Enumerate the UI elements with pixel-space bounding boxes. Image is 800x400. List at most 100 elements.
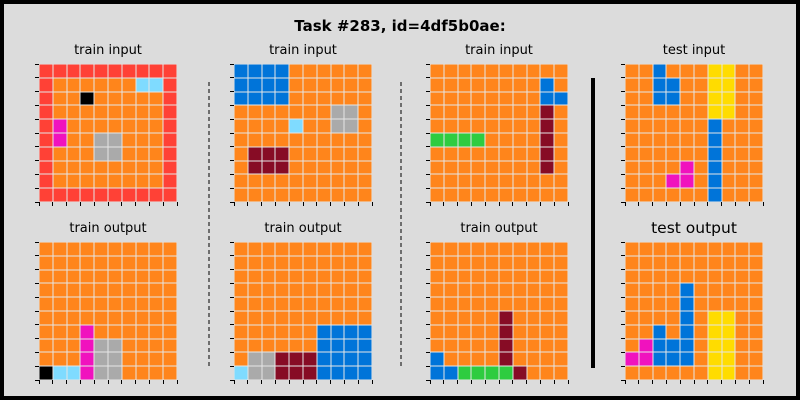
grid-cell <box>94 64 108 78</box>
grid-cell <box>485 105 499 120</box>
grid-cell <box>430 188 444 202</box>
grid-cell <box>430 255 444 270</box>
grid-cell <box>275 160 290 175</box>
grid-cell <box>512 242 527 256</box>
axis-tick <box>35 118 39 120</box>
grid-cell <box>638 283 653 298</box>
grid-cell <box>638 366 653 380</box>
grid-cell <box>485 269 499 284</box>
grid-cell <box>108 133 122 147</box>
grid-cell <box>275 324 290 339</box>
grid-cell <box>358 366 372 380</box>
grid-cell <box>358 324 372 339</box>
grid-cell <box>499 324 513 339</box>
grid-cell <box>680 366 694 380</box>
grid-cell <box>457 77 472 92</box>
grid-cell <box>135 91 150 106</box>
grid-cell <box>666 174 681 189</box>
axis-tick <box>721 380 723 384</box>
grid-cell <box>749 133 763 147</box>
axis-tick <box>665 380 667 384</box>
grid-cell <box>261 174 276 189</box>
grid-cell <box>149 105 164 120</box>
grid-cell <box>163 311 177 325</box>
axis-tick <box>261 202 263 206</box>
grid-cell <box>666 119 681 133</box>
axis-tick <box>426 173 430 175</box>
grid-cell <box>526 174 541 189</box>
axis-tick <box>343 380 345 384</box>
grid-cell <box>652 146 667 161</box>
axis-tick <box>621 132 625 134</box>
grid-cell <box>512 352 527 367</box>
grid-cell <box>735 119 750 133</box>
axis-tick <box>734 202 736 206</box>
grid-cell <box>638 338 653 353</box>
grid-cell <box>344 352 359 367</box>
grid-cell <box>554 174 568 189</box>
grid-cell <box>289 242 303 256</box>
grid-cell <box>247 324 262 339</box>
axis-tick <box>230 296 234 298</box>
grid-cell <box>330 146 345 161</box>
grid-cell <box>108 297 122 311</box>
grid-cell <box>303 366 317 380</box>
grid-cell <box>316 352 331 367</box>
grid-cell <box>52 297 67 311</box>
grid-cell <box>261 77 276 92</box>
grid-cell <box>457 188 472 202</box>
train-output-2-grid <box>234 242 372 380</box>
axis-tick <box>470 202 472 206</box>
grid-cell <box>303 188 317 202</box>
grid-cell <box>330 133 345 147</box>
grid-cell <box>540 242 555 256</box>
grid-cell <box>316 269 331 284</box>
grid-cell <box>680 283 694 298</box>
grid-cell <box>261 352 276 367</box>
grid-cell <box>303 160 317 175</box>
grid-cell <box>234 174 248 189</box>
grid-cell <box>735 77 750 92</box>
grid-cell <box>735 366 750 380</box>
axis-tick <box>35 296 39 298</box>
grid-cell <box>430 352 444 367</box>
grid-cell <box>358 77 372 92</box>
grid-cell <box>234 269 248 284</box>
grid-cell <box>163 146 177 161</box>
grid-cell <box>94 311 108 325</box>
grid-cell <box>247 366 262 380</box>
axis-tick <box>526 202 528 206</box>
axis-tick <box>176 202 178 206</box>
axis-tick <box>230 338 234 340</box>
axis-tick <box>121 380 123 384</box>
grid-cell <box>149 133 164 147</box>
axis-tick <box>624 202 626 206</box>
grid-cell <box>485 242 499 256</box>
grid-cell <box>694 91 708 106</box>
grid-cell <box>694 283 708 298</box>
grid-cell <box>135 146 150 161</box>
grid-cell <box>457 174 472 189</box>
grid-cell <box>499 297 513 311</box>
grid-cell <box>358 255 372 270</box>
test-input-label: test input <box>662 43 726 58</box>
grid-cell <box>680 269 694 284</box>
grid-cell <box>316 283 331 298</box>
grid-cell <box>540 297 555 311</box>
grid-cell <box>121 283 136 298</box>
grid-cell <box>625 324 639 339</box>
axis-tick <box>302 380 304 384</box>
grid-cell <box>526 269 541 284</box>
grid-cell <box>121 255 136 270</box>
grid-cell <box>121 64 136 78</box>
grid-cell <box>526 283 541 298</box>
grid-cell <box>721 160 736 175</box>
grid-cell <box>694 269 708 284</box>
grid-cell <box>316 242 331 256</box>
grid-cell <box>247 255 262 270</box>
grid-cell <box>234 119 248 133</box>
grid-cell <box>344 255 359 270</box>
axis-tick <box>357 202 359 206</box>
grid-cell <box>638 64 653 78</box>
grid-cell <box>554 188 568 202</box>
